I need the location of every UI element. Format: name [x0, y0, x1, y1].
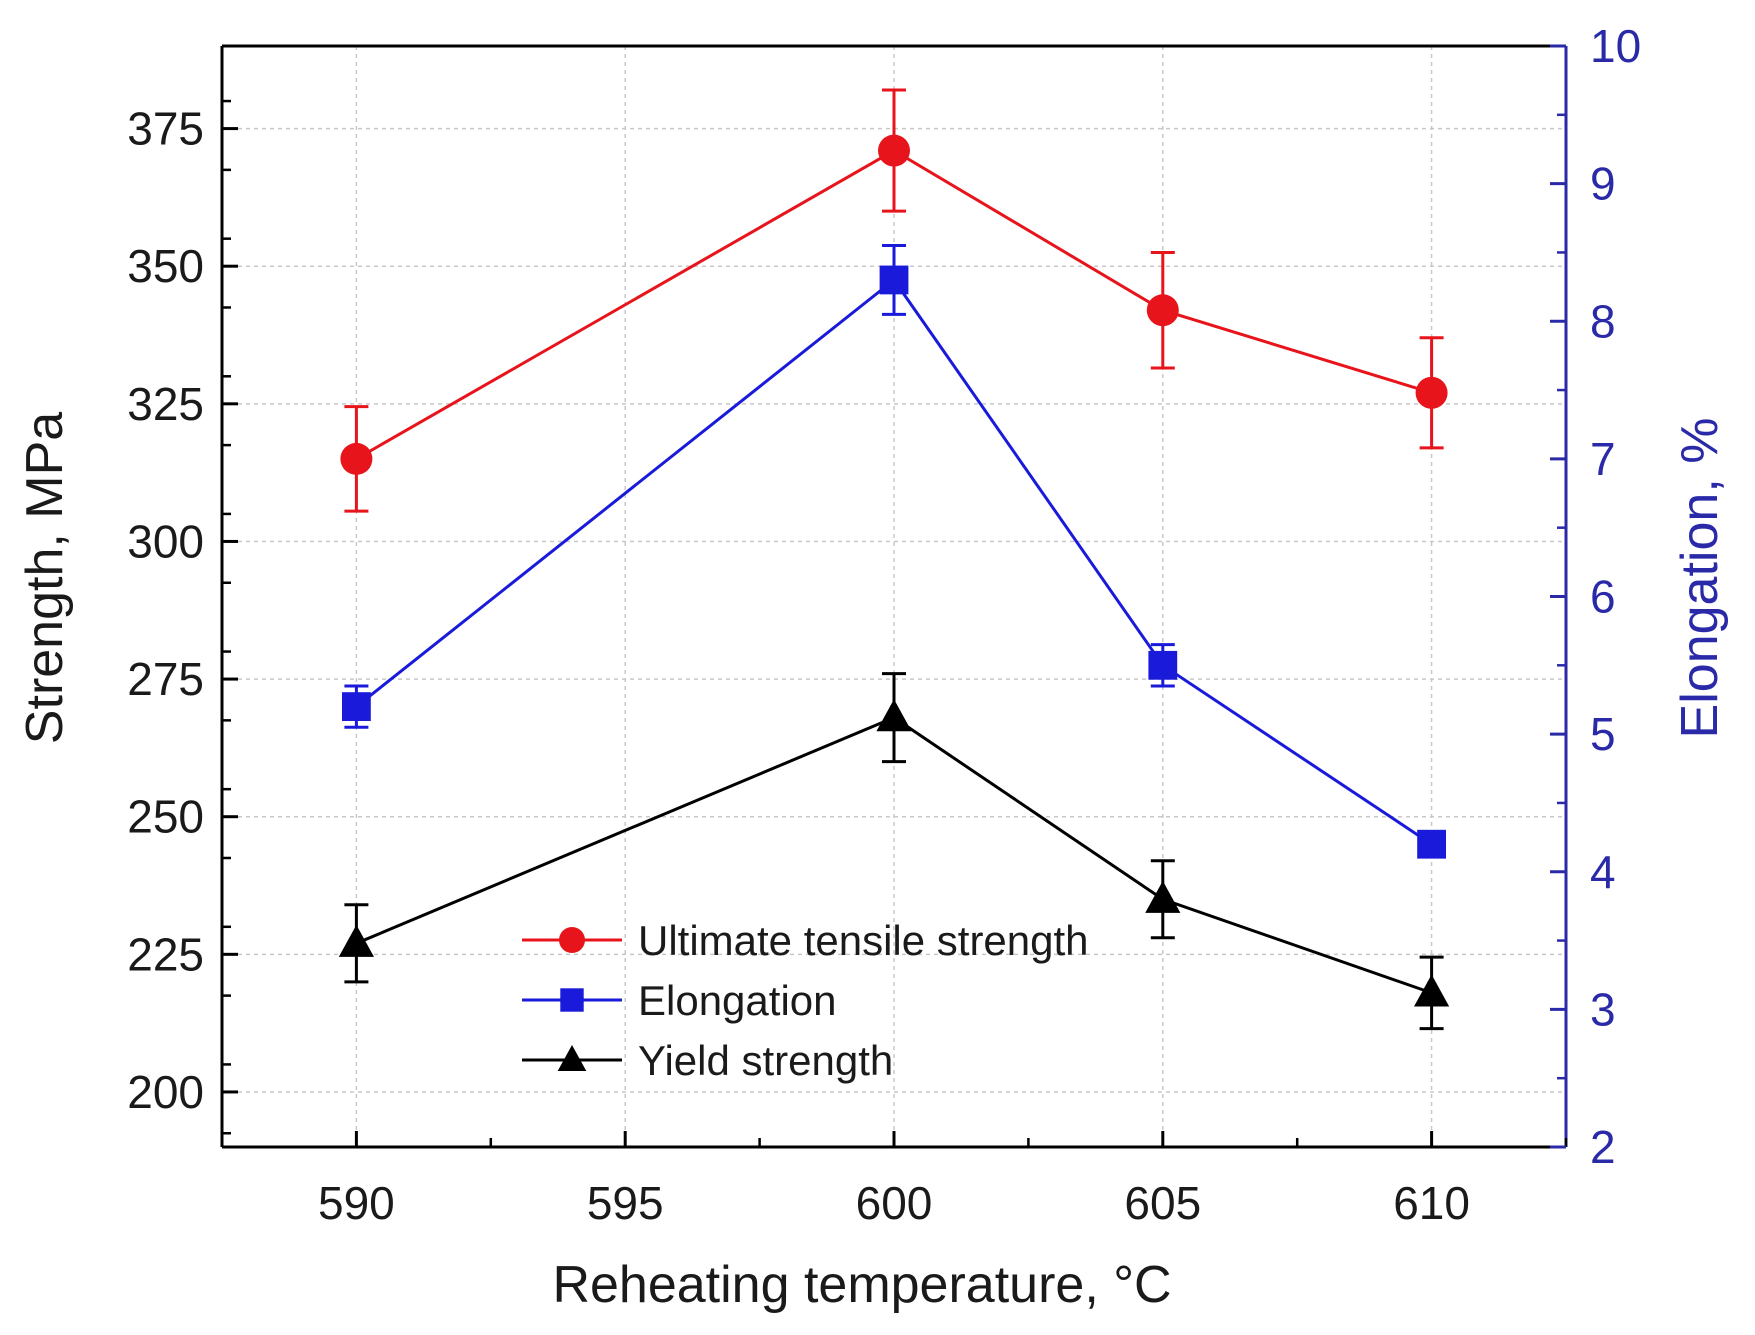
elongation-point: [879, 265, 909, 295]
elongation-line: [355, 277, 1433, 846]
y-tick-label: 375: [127, 103, 204, 155]
y2-tick-label: 6: [1590, 571, 1616, 623]
legend-label-ultimate-tensile-strength: Ultimate tensile strength: [638, 917, 1089, 964]
grid-layer: [222, 46, 1566, 1147]
y-tick-label: 275: [127, 653, 204, 705]
legend: Ultimate tensile strength Elongation Yield…: [522, 917, 1089, 1084]
legend-marker-elongation: [560, 988, 584, 1012]
x-axis-title: Reheating temperature, °C: [552, 1256, 1171, 1314]
series-layer: [338, 88, 1450, 1031]
ultimate-tensile-strength-point: [1415, 376, 1448, 409]
yield-strength-point: [1145, 880, 1181, 913]
y-axis-title: Strength, MPa: [16, 412, 74, 744]
legend-label-elongation: Elongation: [638, 977, 837, 1024]
ultimate-tensile-strength-point: [1146, 294, 1179, 327]
elongation-point: [1148, 650, 1178, 680]
x-tick-label: 595: [587, 1177, 664, 1229]
ultimate-tensile-strength-line: [355, 148, 1433, 461]
x-tick-label: 600: [856, 1177, 933, 1229]
yield-strength-line: [355, 715, 1433, 995]
y-tick-label: 300: [127, 515, 204, 567]
elongation-point: [1417, 829, 1446, 859]
y-tick-label: 200: [127, 1066, 204, 1118]
y-tick-label: 350: [127, 240, 204, 292]
legend-marker-yield-strength: [557, 1045, 587, 1072]
legend-marker-ultimate-tensile-strength: [559, 927, 585, 953]
y2-tick-label: 4: [1590, 846, 1616, 898]
x-tick-label: 610: [1393, 1177, 1470, 1229]
y-tick-label: 325: [127, 378, 204, 430]
y2-tick-label: 2: [1590, 1121, 1616, 1173]
y2-tick-label: 5: [1590, 708, 1616, 760]
elongation-point: [342, 692, 371, 721]
y2-axis-title: Elongation, %: [1671, 418, 1729, 739]
legend-label-yield-strength: Yield strength: [638, 1037, 893, 1084]
x-tick-label: 605: [1124, 1177, 1201, 1229]
x-tick-label: 590: [318, 1177, 395, 1229]
ultimate-tensile-strength-point: [340, 442, 373, 475]
yield-strength-point: [338, 924, 374, 957]
y2-tick-label: 10: [1590, 20, 1641, 72]
yield-strength-point: [1414, 974, 1450, 1007]
y2-tick-label: 7: [1590, 433, 1616, 485]
axes-layer: 590 595 600 605 6102002252502753003253503752…: [127, 20, 1641, 1229]
yield-strength-point: [876, 699, 912, 732]
y-tick-label: 225: [127, 928, 204, 980]
y2-tick-label: 3: [1590, 983, 1616, 1035]
y2-tick-label: 8: [1590, 295, 1616, 347]
y-tick-label: 250: [127, 791, 204, 843]
ultimate-tensile-strength-point: [878, 134, 910, 167]
y2-tick-label: 9: [1590, 158, 1616, 210]
